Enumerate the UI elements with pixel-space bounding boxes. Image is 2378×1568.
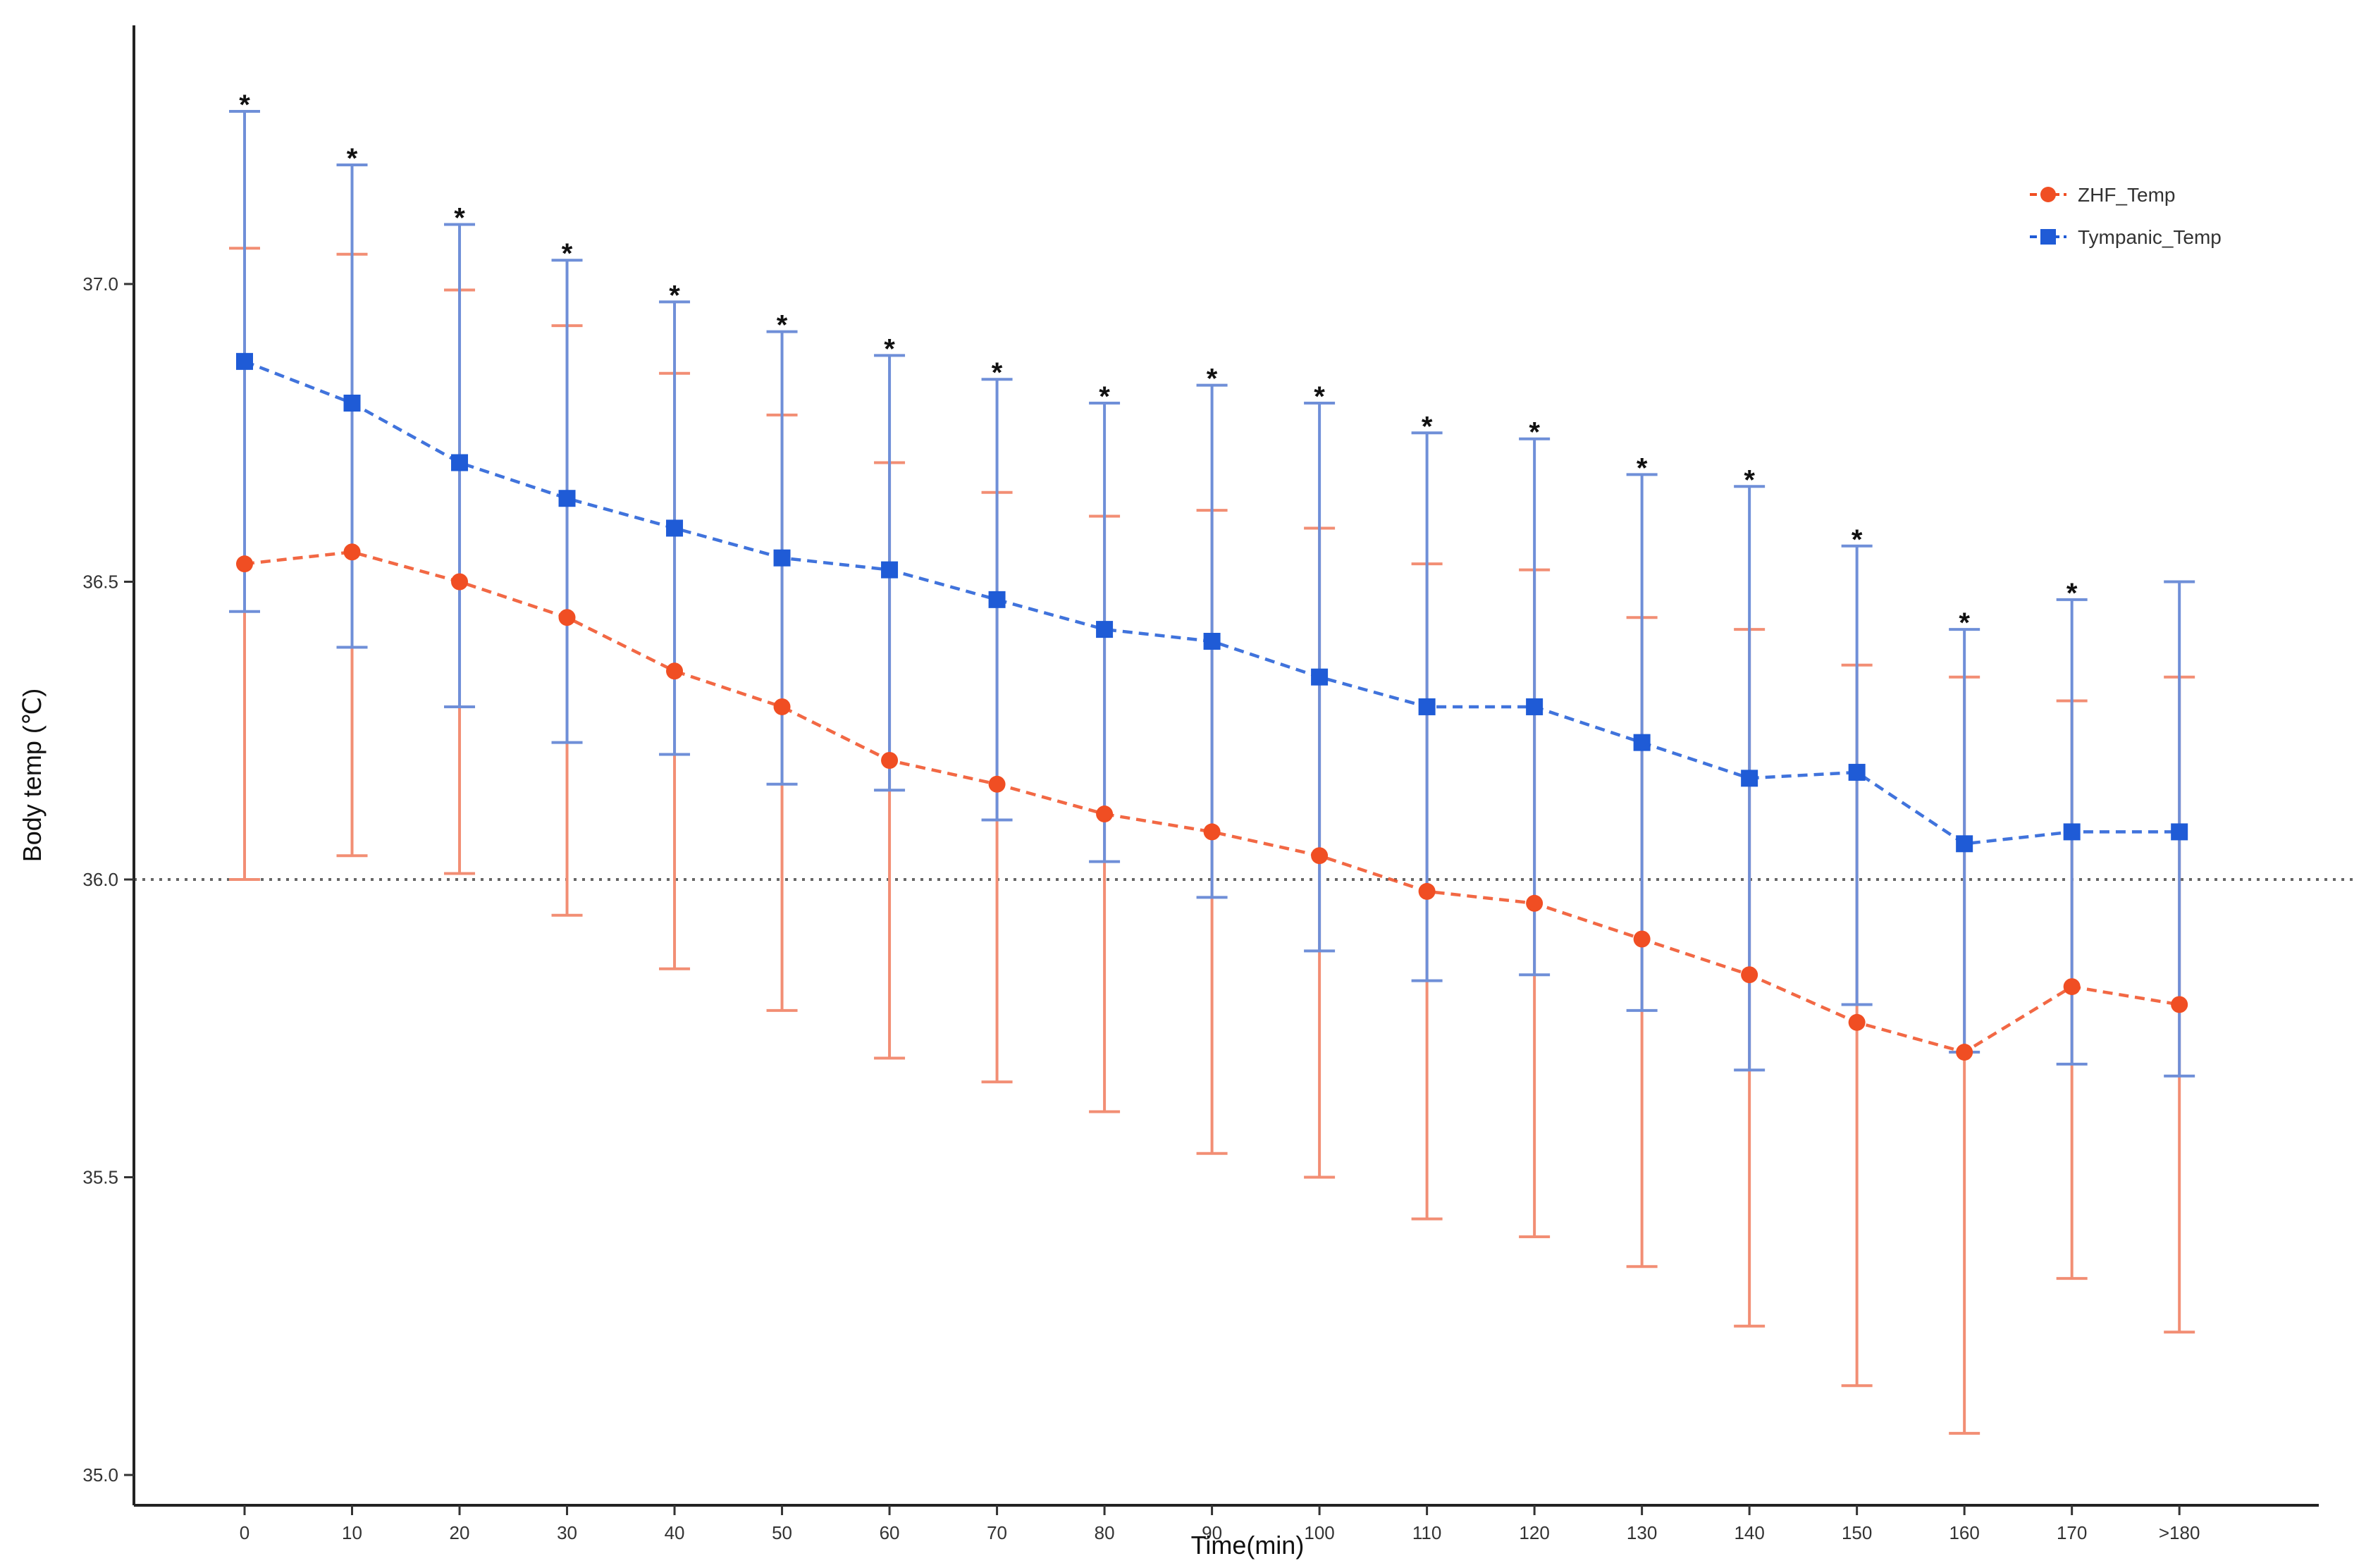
tympanic-data-point	[666, 519, 684, 537]
tympanic-data-point	[558, 490, 576, 507]
x-tick-label: 110	[1412, 1522, 1441, 1543]
x-tick-label: 100	[1304, 1522, 1334, 1543]
x-tick-label: 150	[1842, 1522, 1872, 1543]
zhf-data-point	[343, 543, 361, 561]
tympanic-data-point	[1633, 734, 1651, 751]
significance-marker: *	[1852, 524, 1863, 555]
x-tick-label: 20	[450, 1522, 470, 1543]
significance-marker: *	[347, 143, 358, 174]
significance-marker: *	[777, 310, 788, 341]
y-tick-label: 36.5	[82, 572, 118, 593]
significance-layer: * * * * * * * * * * * * * * * * * *	[239, 89, 2078, 638]
zhf-data-point	[666, 662, 684, 680]
x-axis-title: Time(min)	[1191, 1531, 1305, 1560]
tympanic-data-point	[773, 549, 791, 567]
tympanic-data-point	[1418, 698, 1436, 715]
x-tick-label: 130	[1627, 1522, 1657, 1543]
zhf-data-point	[451, 573, 469, 591]
tympanic-data-point	[1848, 763, 1866, 781]
tympanic-data-point	[1203, 633, 1221, 650]
tympanic-data-point	[2171, 823, 2188, 841]
x-tick-label: >180	[2159, 1522, 2200, 1543]
significance-marker: *	[562, 238, 573, 269]
significance-marker: *	[992, 357, 1003, 388]
zhf-data-point	[2171, 996, 2188, 1013]
tympanic-data-point	[2063, 823, 2081, 841]
tympanic-data-point	[1311, 668, 1329, 686]
legend-label: ZHF_Temp	[2078, 184, 2175, 206]
legend-label: Tympanic_Temp	[2078, 226, 2222, 248]
y-tick-label: 35.0	[82, 1464, 118, 1486]
tympanic-data-point	[451, 454, 469, 471]
x-tick-label: 0	[240, 1522, 249, 1543]
zhf-data-point	[1848, 1013, 1866, 1031]
zhf-data-point	[773, 698, 791, 715]
x-tick-label: 30	[557, 1522, 577, 1543]
tympanic-data-point	[1741, 770, 1758, 787]
significance-marker: *	[1637, 452, 1648, 483]
legend-item-tympanic: Tympanic_Temp	[2030, 226, 2222, 248]
x-tick-label: 90	[1202, 1522, 1222, 1543]
tympanic-data-point	[881, 561, 899, 579]
zhf-data-point	[1956, 1044, 1973, 1061]
legend-key-marker	[2040, 229, 2056, 245]
zhf-data-point	[1203, 823, 1221, 841]
tympanic-data-point	[1956, 835, 1973, 853]
x-tick-label: 120	[1519, 1522, 1549, 1543]
x-tick-label: 80	[1095, 1522, 1115, 1543]
zhf-data-point	[2063, 978, 2081, 996]
tympanic-data-point	[343, 395, 361, 412]
y-tick-label: 37.0	[82, 273, 118, 295]
zhf-data-point	[1418, 882, 1436, 900]
tympanic-data-point	[1096, 621, 1114, 638]
zhf-data-point	[1311, 847, 1329, 865]
significance-marker: *	[1529, 417, 1540, 448]
significance-marker: *	[884, 333, 895, 364]
significance-marker: *	[454, 203, 465, 234]
data-point-layer	[236, 352, 2188, 1061]
x-tick-label: 170	[2057, 1522, 2087, 1543]
x-tick-label: 160	[1949, 1522, 1979, 1543]
x-tick-label: 40	[665, 1522, 685, 1543]
significance-marker: *	[1959, 607, 1970, 638]
x-tick-label: 70	[987, 1522, 1007, 1543]
zhf-data-point	[558, 609, 576, 626]
y-tick-label: 35.5	[82, 1167, 118, 1188]
zhf-data-point	[1096, 805, 1114, 823]
x-tick-label: 140	[1734, 1522, 1764, 1543]
significance-marker: *	[1207, 364, 1218, 395]
y-axis-title: Body temp (℃)	[18, 689, 47, 863]
zhf-data-point	[1741, 966, 1758, 984]
significance-marker: *	[1314, 381, 1325, 412]
zhf-data-point	[236, 555, 253, 573]
x-tick-label: 60	[880, 1522, 900, 1543]
significance-marker: *	[1744, 464, 1755, 495]
significance-marker: *	[669, 280, 680, 311]
zhf-data-point	[988, 775, 1006, 793]
significance-marker: *	[1099, 381, 1110, 412]
significance-marker: *	[1422, 411, 1433, 442]
significance-marker: *	[2066, 578, 2078, 609]
errorbar-layer	[229, 109, 2195, 1435]
x-tick-label: 10	[342, 1522, 362, 1543]
legend-item-zhf: ZHF_Temp	[2030, 184, 2175, 206]
zhf-data-point	[1526, 894, 1544, 912]
zhf-data-point	[1633, 930, 1651, 948]
legend-key-marker	[2040, 187, 2056, 202]
legend: ZHF_Temp Tympanic_Temp	[2030, 184, 2222, 248]
x-tick-label: 50	[772, 1522, 792, 1543]
axes-layer: 35.0 35.5 36.0 36.5 37.0 0 10 20 30 40 50 60 70 80 90 1…	[82, 25, 2319, 1543]
y-tick-label: 36.0	[82, 869, 118, 890]
tympanic-data-point	[236, 352, 253, 370]
significance-marker: *	[239, 89, 250, 121]
tympanic-data-point	[1526, 698, 1544, 715]
tympanic-data-point	[988, 591, 1006, 608]
zhf-data-point	[881, 752, 899, 769]
